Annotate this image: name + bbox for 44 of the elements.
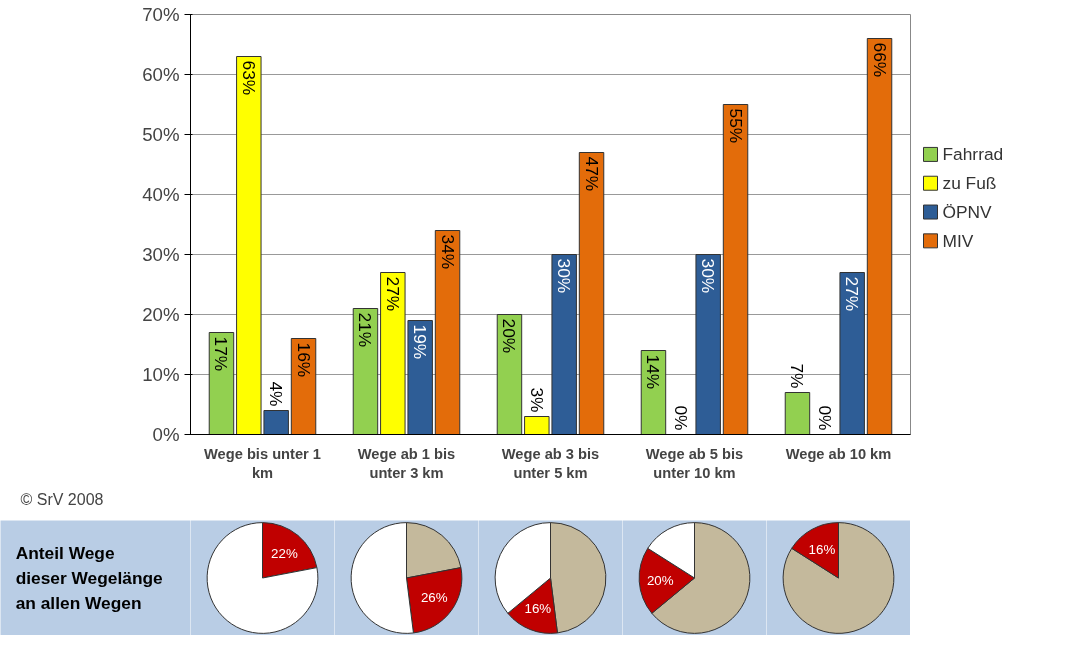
text: 0% [670,405,691,431]
legend-label: ÖPNV [942,202,993,223]
legend-label: MIV [942,230,974,251]
text: 19% [410,324,431,360]
data-label: 16% [808,542,836,558]
text: 4% [266,381,287,407]
text: 30% [554,258,575,294]
text: 20% [499,318,520,354]
text: 34% [437,234,458,270]
text: © SrV 2008 [20,490,104,508]
y-tick-label: 20% [142,304,180,325]
text: 30% [698,258,719,294]
x-tick-label: Wege ab 1 bis unter 3 km [357,445,456,481]
text: 14% [643,354,664,390]
legend-label: Fahrrad [942,144,1004,165]
text: 16% [293,342,314,378]
y-tick-label: 70% [142,4,180,25]
x-tick-label: Wege bis unter 1 km [204,445,322,481]
text: 27% [382,276,403,312]
text: 47% [581,156,602,192]
legend-label: zu Fuß [942,173,997,194]
text: 21% [355,312,376,348]
y-tick-label: 10% [142,364,180,385]
x-tick-label: Wege ab 3 bis unter 5 km [501,445,600,481]
y-tick-label: 40% [142,184,180,205]
text: 17% [211,336,232,372]
y-tick-label: 50% [142,124,180,145]
data-label: 16% [524,600,552,616]
x-tick-label: Wege ab 5 bis unter 10 km [645,445,744,481]
text: 7% [787,363,808,389]
y-tick-label: 60% [142,64,180,85]
data-label: 22% [271,545,298,561]
y-tick-label: 30% [142,244,180,265]
text: 63% [238,60,259,96]
data-label: 20% [646,572,674,588]
text: 0% [814,405,835,431]
y-tick-label: 0% [152,424,180,445]
text: 55% [725,108,746,144]
x-tick-label: Wege ab 10 km [785,445,892,462]
text: 66% [869,42,890,78]
text: Anteil Wege dieser Wegelänge an allen Wegen [15,543,164,613]
data-label: 26% [420,589,448,605]
text: 3% [526,387,547,413]
text: 27% [842,276,863,312]
